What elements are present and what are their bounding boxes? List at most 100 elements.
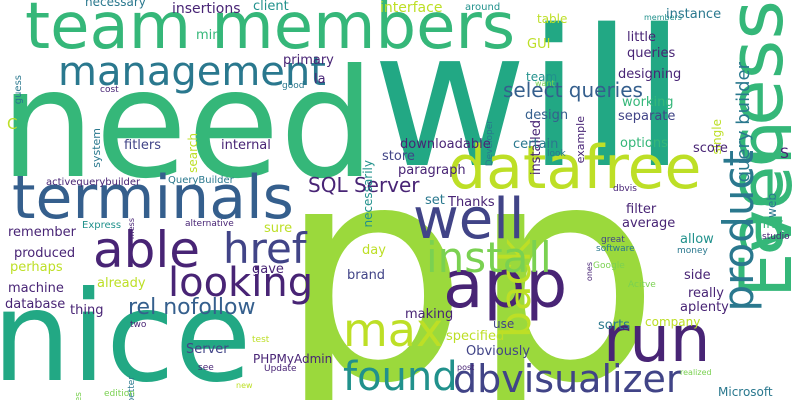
word-specified: specified — [446, 329, 505, 344]
word-query-builder: query builder — [733, 62, 754, 183]
word-app: app — [443, 246, 568, 323]
word-google: Google — [593, 261, 625, 271]
word-designing: designing — [618, 67, 682, 82]
word-queries: queries — [627, 46, 676, 61]
word-necessary: necessary — [85, 0, 146, 9]
word-obviously: Obviously — [466, 344, 531, 359]
word-max: max — [343, 303, 444, 357]
word-machine: machine — [8, 281, 64, 296]
word-run: run — [603, 303, 711, 377]
word-fitlers: fitlers — [124, 138, 162, 153]
word-c: C — [7, 115, 18, 133]
word-working: working — [622, 95, 674, 110]
word-score: score — [693, 141, 728, 156]
word-money: money — [677, 246, 708, 256]
word-la: la — [314, 72, 326, 87]
word-good: good — [282, 81, 305, 91]
word-microsoft: Microsoft — [718, 385, 773, 399]
word-want: want — [535, 79, 555, 88]
word-thing: thing — [70, 303, 104, 318]
word-gave: gave — [252, 262, 284, 277]
word-dbvisualizer: dbvisualizer — [453, 357, 682, 400]
word-primary: primary — [283, 53, 334, 68]
word-necessarily: necessarily — [361, 160, 375, 228]
word-p1: p — [278, 100, 469, 400]
word-well: well — [413, 187, 525, 252]
word-querybuilder: QueryBuilder — [168, 175, 234, 186]
word-see: see — [198, 363, 214, 373]
word-studio: studio — [762, 232, 790, 242]
word-making: making — [405, 307, 454, 322]
word-already: already — [97, 276, 146, 291]
word-p2: p — [470, 100, 661, 400]
word-new: new — [236, 381, 253, 390]
word-great: great — [601, 235, 625, 245]
word-side: side — [684, 268, 711, 283]
word-certain: certain — [513, 137, 559, 152]
word-able: able — [93, 221, 201, 279]
word-use: use — [493, 317, 515, 331]
word-table: table — [537, 12, 568, 26]
word-mess: mess — [127, 218, 136, 240]
word-edition: edition — [104, 389, 135, 399]
word-cost: cost — [100, 85, 119, 95]
word-internal: internal — [221, 138, 271, 153]
word-look: look — [547, 149, 566, 159]
word-post: post — [457, 363, 475, 372]
word-around: around — [465, 2, 501, 13]
word-paragraph: paragraph — [398, 163, 466, 178]
word-thanks: Thanks — [448, 195, 495, 210]
word-rel-nofollow: rel nofollow — [128, 295, 256, 320]
word-example: example — [574, 116, 587, 164]
word-team-members: team members — [25, 0, 516, 64]
word-realized: realized — [680, 368, 712, 377]
word-two: two — [130, 320, 147, 330]
word-design: design — [525, 108, 569, 123]
word-datafree: datafree — [448, 133, 702, 203]
word-found: found — [343, 354, 458, 400]
word-interface: interface — [380, 0, 443, 16]
word-need: need — [0, 38, 375, 212]
word-sure: sure — [264, 221, 293, 236]
word-href: href — [223, 224, 307, 273]
word-management: management — [58, 49, 326, 95]
word-system: system — [90, 128, 103, 168]
word-nice: nice — [0, 265, 252, 400]
word-instance: instance — [666, 7, 722, 22]
word-terminals: terminals — [12, 163, 294, 233]
word-gui: GUI — [527, 37, 551, 52]
word-brand: brand — [347, 268, 386, 283]
word-team: team — [526, 70, 558, 84]
word-company: company — [645, 315, 701, 329]
word-phpmyadmin: PHPMyAdmin — [253, 352, 333, 366]
word-will: will — [372, 0, 686, 210]
word-downloadable: downloadable — [400, 137, 491, 152]
word-perhaps: perhaps — [10, 260, 63, 275]
word-software: software — [596, 244, 635, 254]
word-really: really — [688, 286, 724, 301]
word-allow: allow — [680, 232, 714, 247]
word-produced: produced — [14, 246, 76, 261]
word-express: Express — [82, 220, 122, 231]
word-database: database — [5, 297, 66, 312]
word-search: search — [186, 133, 200, 173]
word-separate: separate — [618, 109, 676, 124]
word-average: average — [622, 216, 676, 231]
word-test: test — [252, 335, 270, 345]
word-looking: looking — [168, 260, 314, 306]
word-store: store — [382, 149, 415, 164]
word-members: members — [644, 13, 682, 22]
word-insertions: insertions — [172, 1, 241, 17]
word-set: set — [425, 193, 445, 208]
word-first: first — [758, 217, 784, 232]
word-acitve: Acitve — [628, 280, 656, 290]
word-install: install — [426, 233, 552, 282]
word-server: Server — [186, 342, 229, 357]
word-sql-server: SQL Server — [308, 173, 420, 197]
word-dbvis: dbvis — [613, 184, 637, 194]
word-alternative: alternative — [185, 219, 234, 229]
word-remember: remember — [8, 225, 76, 240]
word-little: little — [627, 30, 657, 45]
word-aplenty: aplenty — [680, 300, 729, 315]
